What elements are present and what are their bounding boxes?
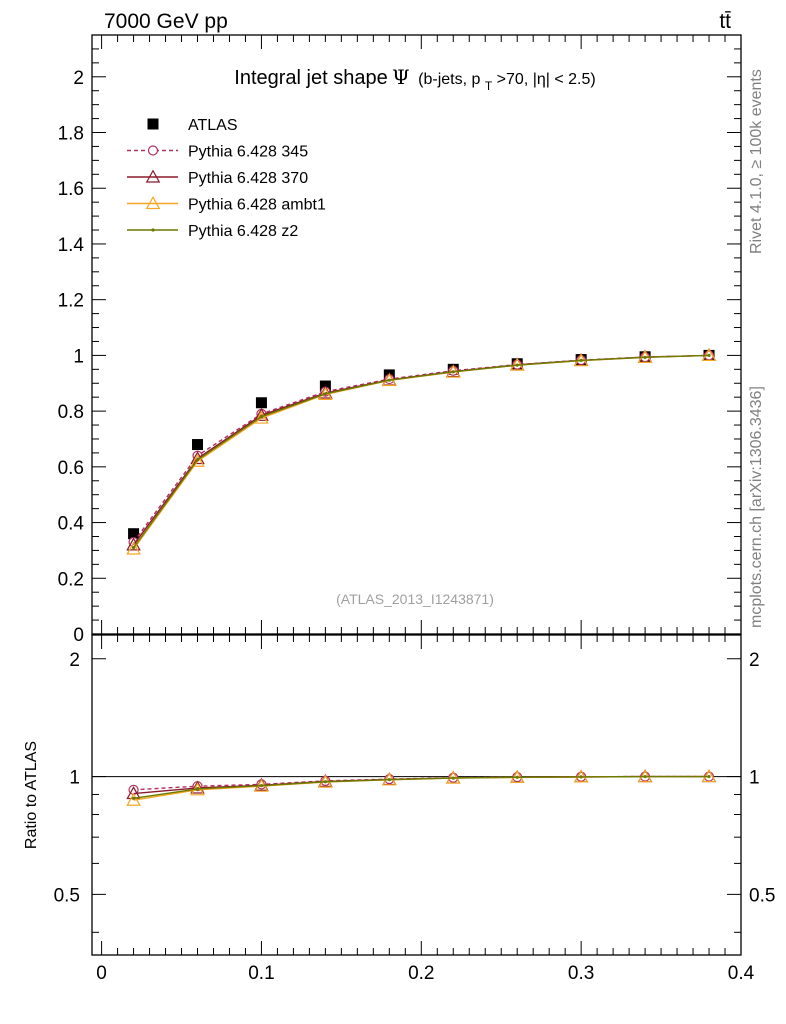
y-tick-label: 1 <box>69 768 80 789</box>
data-marker-dot <box>579 358 583 363</box>
data-marker-square <box>128 528 140 540</box>
y-tick-label: 1.8 <box>58 124 84 145</box>
y-tick-label-right: 0.5 <box>749 885 775 906</box>
y-tick-label: 1.2 <box>58 291 84 312</box>
y-tick-label: 2 <box>69 650 80 671</box>
data-marker-triangle <box>254 410 269 424</box>
y-tick-label: 1 <box>73 346 84 367</box>
data-marker-square <box>147 118 159 130</box>
ratio-plot-panel: 0.5 0.5 1 1 2 2 0 0.1 0.2 0.3 0.4 <box>54 634 775 984</box>
legend-label: Pythia 6.428 345 <box>188 144 308 161</box>
y-tick-label: 0.8 <box>58 402 84 423</box>
data-marker-triangle <box>126 792 141 806</box>
y-tick-label-right: 1 <box>749 768 760 789</box>
series-line <box>132 354 710 546</box>
legend-label: ATLAS <box>188 117 238 134</box>
legend-label: Pythia 6.428 ambt1 <box>188 197 326 214</box>
title-main: Integral jet shape <box>234 67 387 89</box>
data-marker-dot <box>387 778 391 782</box>
data-marker-square <box>255 397 267 409</box>
rivet-version-label: Rivet 4.1.0, ≥ 100k events <box>748 69 765 254</box>
data-marker-square <box>192 439 204 451</box>
x-tick-label: 0.1 <box>248 963 274 984</box>
data-marker-dot <box>151 228 155 232</box>
legend-label: Pythia 6.428 z2 <box>188 223 298 240</box>
data-marker-dot <box>259 784 264 788</box>
plot-title: Integral jet shape Ψ (b-jets, p T >70, |… <box>234 65 595 94</box>
data-marker-dot <box>643 774 647 779</box>
data-marker-triangle <box>254 407 269 421</box>
y-tick-label: 1.4 <box>58 235 85 256</box>
y-tick-label: 0.4 <box>58 514 85 535</box>
title-cond-sub: T <box>485 79 493 93</box>
data-marker-dot <box>707 774 711 779</box>
data-marker-triangle <box>701 347 717 361</box>
data-marker-dot <box>131 796 136 800</box>
title-cond-b: >70, |η| < 2.5) <box>497 71 596 88</box>
y-tick-label-right: 2 <box>749 650 760 671</box>
data-marker-dot <box>323 392 327 396</box>
process-label: tt̄ <box>719 10 731 33</box>
legend-label: Pythia 6.428 370 <box>188 170 308 187</box>
x-tick-label: 0.4 <box>728 963 755 984</box>
data-marker-dot <box>451 776 455 780</box>
data-marker-dot <box>195 787 200 791</box>
x-tick-label: 0 <box>96 963 107 984</box>
y-tick-label: 0.6 <box>58 458 84 479</box>
data-marker-dot <box>643 355 647 359</box>
data-marker-triangle <box>145 169 161 183</box>
analysis-watermark: (ATLAS_2013_I1243871) <box>336 591 494 607</box>
series-line <box>132 354 710 550</box>
data-marker-dot <box>515 363 519 367</box>
data-marker-dot <box>451 370 455 374</box>
y-tick-label: 0.2 <box>58 569 84 590</box>
data-marker-circle <box>147 145 159 156</box>
data-marker-dot <box>707 353 711 357</box>
energy-label: 7000 GeV pp <box>104 10 228 33</box>
data-marker-dot <box>131 546 136 550</box>
data-marker-dot <box>579 775 583 779</box>
y-tick-label: 1.6 <box>58 179 84 200</box>
ratio-axis-label: Ratio to ATLAS <box>23 741 40 849</box>
data-marker-triangle <box>190 453 205 467</box>
main-plot-panel: 0 0.2 0.4 0.6 0.8 1 1.2 1.4 1.6 1.8 2 <box>58 34 742 646</box>
y-tick-label: 0 <box>73 625 84 646</box>
title-symbol: Ψ <box>392 65 410 89</box>
data-marker-triangle <box>145 196 161 210</box>
x-tick-label: 0.3 <box>568 963 594 984</box>
data-marker-dot <box>195 458 200 462</box>
data-marker-triangle <box>318 385 333 399</box>
legend: ATLAS Pythia 6.428 345 Pythia 6.428 370 Pyt… <box>127 117 326 240</box>
data-marker-triangle <box>126 541 141 555</box>
series-line <box>132 354 710 543</box>
ratio-plot-frame <box>91 634 742 956</box>
main-plot-frame <box>91 34 742 635</box>
data-marker-dot <box>515 775 519 779</box>
x-tick-label: 0.2 <box>408 963 434 984</box>
data-marker-dot <box>259 415 264 419</box>
y-tick-label: 2 <box>73 68 84 89</box>
title-cond-a: (b-jets, p <box>418 71 480 88</box>
mcplots-label: mcplots.cern.ch [arXiv:1306.3436] <box>748 386 765 628</box>
data-marker-dot <box>323 780 327 784</box>
ratio-series-line <box>133 775 710 799</box>
y-tick-label: 0.5 <box>54 885 80 906</box>
data-marker-dot <box>387 378 391 382</box>
data-marker-triangle <box>190 780 205 794</box>
series-line <box>132 354 710 549</box>
